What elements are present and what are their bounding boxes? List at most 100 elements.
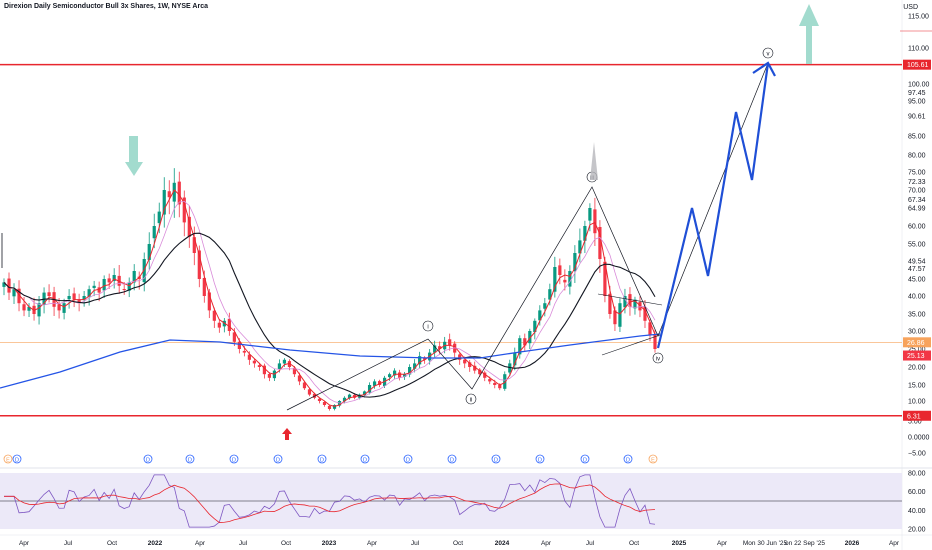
price-tick-label: 15.00	[908, 383, 926, 390]
event-marker	[185, 454, 195, 464]
candle-body	[362, 391, 367, 396]
wave-outline	[286, 62, 769, 411]
candle-body	[17, 288, 21, 304]
candle-body	[367, 385, 372, 393]
time-tick-label: Apr	[367, 540, 378, 547]
candle-body	[247, 354, 251, 360]
price-tick-label: 85.00	[908, 134, 926, 141]
candle-body	[57, 304, 61, 311]
time-tick-label: Jul	[64, 540, 73, 547]
candle-body	[262, 365, 266, 375]
candle-body	[473, 365, 477, 371]
time-tick-label: Oct	[281, 540, 291, 547]
candle-body	[102, 279, 106, 291]
price-label-text: 105.61	[907, 62, 929, 69]
event-marker	[535, 454, 545, 464]
candle-body	[423, 358, 427, 360]
candle-body	[322, 401, 327, 405]
candle-body	[608, 293, 612, 314]
candle-body	[192, 237, 196, 253]
time-tick-label: Apr	[195, 540, 206, 547]
event-marker	[143, 454, 153, 464]
price-label-box	[903, 410, 931, 421]
price-tick-label: 90.61	[908, 113, 926, 120]
price-tick-label: 49.54	[908, 258, 926, 265]
projected-wave-path	[656, 62, 770, 349]
price-tick-label: 45.00	[908, 277, 926, 284]
time-tick-label: Jul	[586, 540, 595, 547]
rsi-tick-label: 80.00	[908, 471, 926, 478]
price-tick-label: 47.57	[908, 266, 926, 273]
event-marker	[12, 454, 22, 464]
candle-body	[292, 367, 297, 375]
candle-body	[523, 338, 527, 346]
candle-body	[122, 288, 126, 290]
event-marker	[273, 454, 283, 464]
candle-body	[267, 373, 272, 378]
projected-arrowhead	[752, 61, 776, 77]
candle-body	[503, 374, 507, 389]
candle-body	[463, 359, 467, 364]
wave-label-circle	[762, 47, 774, 59]
time-tick-label: Oct	[629, 540, 639, 547]
price-tick-label: −5.00	[908, 451, 926, 458]
price-tick-label: 55.00	[908, 242, 926, 249]
candle-body	[182, 197, 186, 223]
rsi-line	[4, 474, 656, 528]
time-tick-label: Jul	[411, 540, 420, 547]
candle-body	[257, 365, 261, 367]
candle-body	[538, 310, 542, 321]
candle-body	[558, 265, 562, 275]
wedge-bottom-line	[601, 334, 661, 356]
chart-title: Direxion Daily Semiconductor Bull 3x Sha…	[4, 3, 208, 10]
price-tick-label: 115.00	[908, 14, 929, 21]
candle-body	[317, 398, 322, 401]
candle-body	[7, 278, 11, 293]
up-arrow-teal	[799, 4, 819, 64]
event-marker-label: D	[406, 458, 410, 464]
event-marker	[360, 454, 370, 464]
candle-body	[408, 367, 412, 375]
up-arrow-red	[282, 428, 292, 440]
wave-label-circle	[652, 352, 664, 364]
event-marker-label: D	[363, 458, 367, 464]
price-tick-label: 100.00	[908, 82, 930, 89]
candle-body	[42, 292, 46, 305]
event-marker-label: D	[188, 458, 192, 464]
wave-label-circle	[465, 393, 477, 405]
candle-body	[77, 300, 81, 304]
candle-body	[202, 277, 206, 296]
candle-body	[598, 226, 602, 259]
candle-body	[628, 294, 632, 307]
candle-body	[67, 296, 71, 300]
candle-body	[242, 350, 246, 353]
event-marker	[403, 454, 413, 464]
time-tick-label: Oct	[107, 540, 117, 547]
candle-body	[468, 362, 472, 367]
wave-label: iv	[656, 356, 660, 362]
event-marker	[447, 454, 457, 464]
event-marker-label: D	[320, 458, 324, 464]
price-tick-label: 72.33	[908, 179, 926, 186]
event-marker-label: D	[494, 458, 498, 464]
currency-label: USD	[903, 4, 918, 11]
candle-body	[548, 289, 552, 300]
event-marker-label: D	[626, 458, 630, 464]
candle-body	[458, 354, 462, 360]
candle-body	[618, 303, 622, 327]
event-marker	[648, 454, 658, 464]
price-tick-label: 10.00	[908, 399, 926, 406]
candle-body	[87, 289, 91, 297]
candle-body	[578, 240, 582, 254]
ma-long-line	[0, 333, 661, 389]
time-tick-label: Apr	[541, 540, 552, 547]
wave-label: i	[427, 324, 428, 330]
price-tick-label: 97.45	[908, 90, 926, 97]
candle-body	[212, 310, 216, 321]
price-tick-label: 110.00	[908, 46, 929, 53]
candle-body	[493, 382, 497, 385]
candle-body	[403, 374, 407, 377]
candle-body	[553, 267, 557, 292]
candle-body	[287, 361, 292, 367]
price-tick-label: 0.0000	[908, 435, 930, 442]
